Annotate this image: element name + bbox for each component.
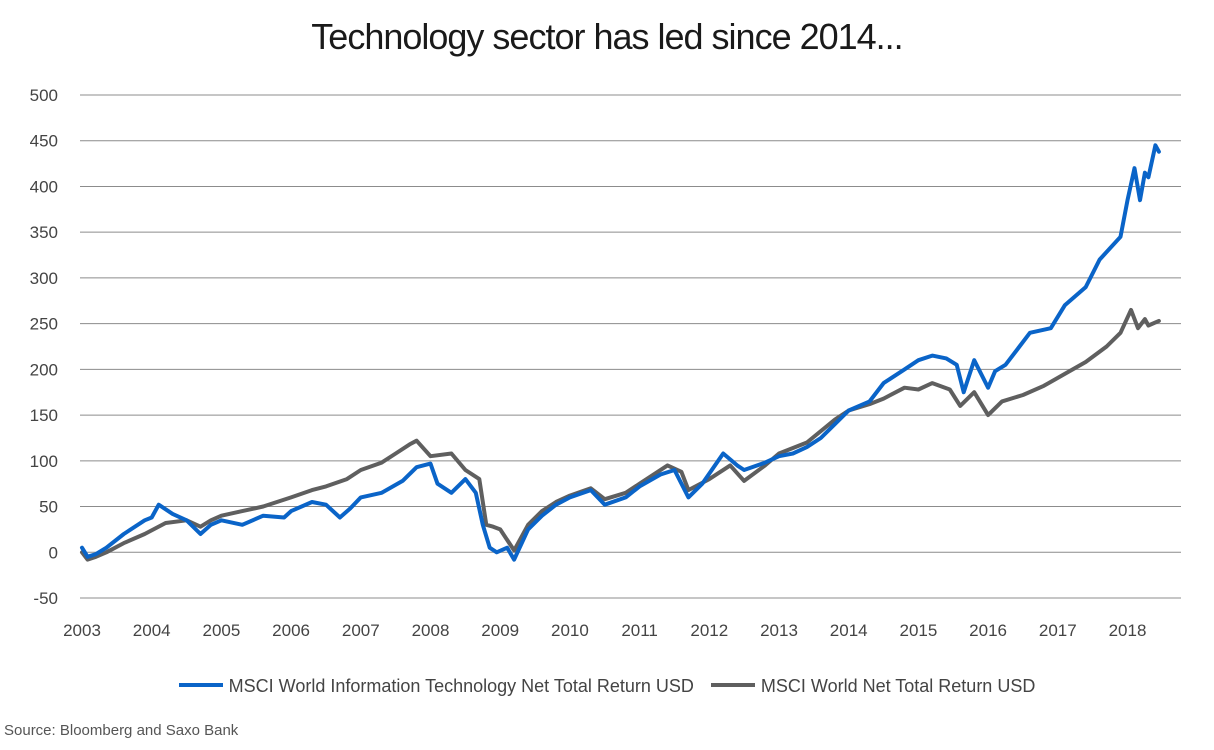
series-line-world [80,307,1161,562]
x-tick-label: 2005 [202,621,240,640]
x-tick-label: 2008 [412,621,450,640]
y-axis-ticks: -50 0 50 100 150 200 250 300 350 400 450 500 [30,86,58,608]
x-tick-label: 2009 [481,621,519,640]
x-tick-label: 2010 [551,621,589,640]
y-tick-label: 150 [30,406,58,425]
x-tick-label: 2011 [621,621,658,640]
x-tick-label: 2013 [760,621,798,640]
legend-label-tech: MSCI World Information Technology Net To… [228,676,694,696]
y-tick-label: 100 [30,452,58,471]
x-tick-label: 2007 [342,621,380,640]
x-tick-label: 2006 [272,621,310,640]
chart-title: Technology sector has led since 2014... [311,16,903,57]
y-tick-label: 300 [30,269,58,288]
y-tick-label: 200 [30,360,58,379]
x-tick-label: 2015 [899,621,937,640]
legend-swatch-world [710,683,755,688]
legend-item-world[interactable]: MSCI World Net Total Return USD [710,676,1036,697]
y-tick-label: 0 [49,543,58,562]
y-tick-label: 400 [30,177,58,196]
x-tick-label: 2012 [690,621,728,640]
x-tick-label: 2018 [1109,621,1147,640]
series-lines [80,143,1161,562]
legend-label-world: MSCI World Net Total Return USD [760,676,1036,696]
y-tick-label: 250 [30,315,58,334]
legend: MSCI World Information Technology Net To… [0,676,1214,697]
y-tick-label: 500 [30,86,58,105]
y-tick-label: -50 [33,589,58,608]
x-tick-label: 2017 [1039,621,1077,640]
legend-item-tech[interactable]: MSCI World Information Technology Net To… [178,676,694,697]
legend-swatch-tech [178,683,223,688]
x-axis-ticks: 2003 2004 2005 2006 2007 2008 2009 2010 2011 2012… [63,621,1146,640]
source-note: Source: Bloomberg and Saxo Bank [4,722,239,739]
x-tick-label: 2004 [133,621,171,640]
y-tick-label: 350 [30,223,58,242]
y-tick-label: 450 [30,132,58,151]
x-tick-label: 2014 [830,621,868,640]
series-line-tech [80,143,1161,562]
y-tick-label: 50 [39,498,58,517]
x-tick-label: 2003 [63,621,101,640]
x-tick-label: 2016 [969,621,1007,640]
